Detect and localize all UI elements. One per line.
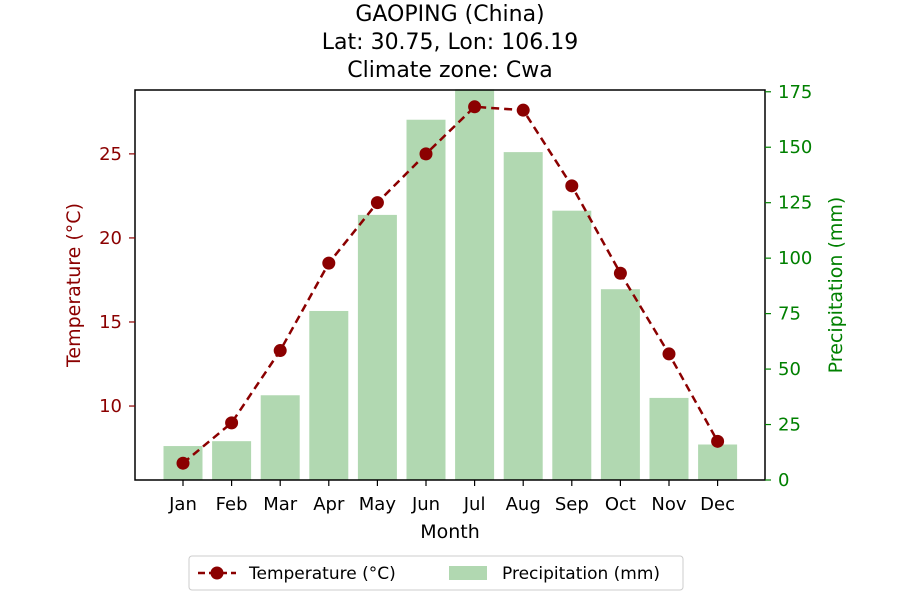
y-left-tick-label-10: 10 xyxy=(99,396,122,417)
temperature-point-oct xyxy=(613,266,627,280)
legend-temperature-marker xyxy=(210,566,224,580)
temperature-point-jul xyxy=(468,100,482,114)
x-tick-label-jul: Jul xyxy=(463,494,486,515)
y-right-tick-label-100: 100 xyxy=(778,248,812,269)
x-tick-label-jan: Jan xyxy=(168,494,197,515)
y-left-tick-label-25: 25 xyxy=(99,144,122,165)
precipitation-bar-feb xyxy=(212,441,252,480)
precipitation-bar-apr xyxy=(309,310,349,480)
legend: Temperature (°C) Precipitation (mm) xyxy=(188,555,684,591)
x-tick-label-feb: Feb xyxy=(216,494,248,515)
x-tick-label-apr: Apr xyxy=(313,494,345,515)
x-tick-label-sep: Sep xyxy=(555,494,589,515)
legend-frame xyxy=(188,555,684,591)
temperature-point-may xyxy=(370,196,384,210)
y-left-tick-label-20: 20 xyxy=(99,228,122,249)
x-tick-label-jun: Jun xyxy=(411,494,440,515)
x-tick-label-aug: Aug xyxy=(506,494,541,515)
y-right-tick-label-150: 150 xyxy=(778,137,812,158)
chart-title-line-3: Climate zone: Cwa xyxy=(347,58,552,83)
legend-temperature-label: Temperature (°C) xyxy=(248,564,396,584)
y-right-tick-label-50: 50 xyxy=(778,359,801,380)
temperature-point-apr xyxy=(322,256,336,270)
temperature-point-dec xyxy=(711,434,725,448)
x-tick-label-dec: Dec xyxy=(700,494,735,515)
x-tick-label-may: May xyxy=(359,494,397,515)
axes: Jan Feb Mar Apr May Jun Jul Aug Sep Oct Nov Dec 10 15… xyxy=(99,82,812,515)
precipitation-bar-oct xyxy=(600,289,640,480)
temperature-point-mar xyxy=(273,344,287,358)
legend-precipitation-swatch xyxy=(449,566,487,580)
y-axis-right-label: Precipitation (mm) xyxy=(825,197,847,374)
y-axis-left-label: Temperature (°C) xyxy=(63,203,85,368)
x-tick-label-mar: Mar xyxy=(263,494,298,515)
y-right-tick-label-75: 75 xyxy=(778,304,801,325)
temperature-point-jun xyxy=(419,147,433,161)
chart-title-line-1: GAOPING (China) xyxy=(355,2,544,27)
temperature-point-jan xyxy=(176,456,190,470)
precipitation-bars xyxy=(163,89,738,481)
legend-precipitation-label: Precipitation (mm) xyxy=(502,564,660,584)
y-right-tick-label-25: 25 xyxy=(778,415,801,436)
y-left-tick-label-15: 15 xyxy=(99,312,122,333)
y-right-tick-label-125: 125 xyxy=(778,193,812,214)
legend-item-precipitation: Precipitation (mm) xyxy=(449,564,660,584)
temperature-point-sep xyxy=(565,179,579,193)
precipitation-bar-dec xyxy=(698,444,738,480)
precipitation-bar-sep xyxy=(552,210,592,480)
temperature-series xyxy=(176,100,725,470)
x-axis-label: Month xyxy=(420,521,480,543)
plot-frame xyxy=(134,89,766,481)
temperature-point-feb xyxy=(225,416,239,430)
x-tick-label-nov: Nov xyxy=(651,494,686,515)
y-right-tick-label-0: 0 xyxy=(778,470,789,491)
chart-title-line-2: Lat: 30.75, Lon: 106.19 xyxy=(322,30,578,55)
temperature-line xyxy=(182,105,719,465)
y-right-tick-label-175: 175 xyxy=(778,82,812,103)
temperature-point-nov xyxy=(662,347,676,361)
precipitation-bar-nov xyxy=(649,397,689,480)
precipitation-bar-jul xyxy=(455,89,495,480)
precipitation-bar-mar xyxy=(260,395,300,480)
precipitation-bar-may xyxy=(357,214,397,480)
legend-item-temperature: Temperature (°C) xyxy=(198,564,396,584)
x-tick-label-oct: Oct xyxy=(605,494,636,515)
precipitation-bar-aug xyxy=(503,152,543,481)
temperature-point-aug xyxy=(516,103,530,117)
precipitation-bar-jun xyxy=(406,119,446,480)
